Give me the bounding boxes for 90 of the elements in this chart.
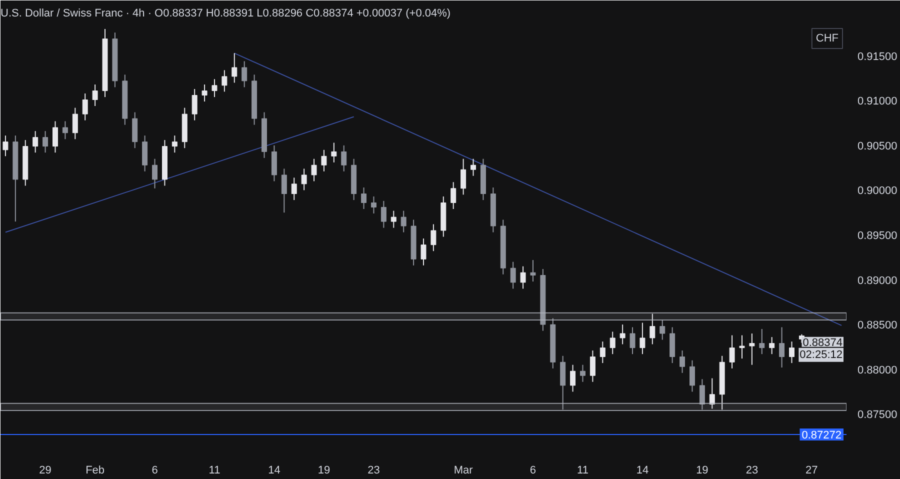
candlestick <box>152 158 158 189</box>
y-tick-label: 0.90000 <box>858 185 898 198</box>
candlestick <box>460 158 466 196</box>
candlestick <box>660 320 666 340</box>
candlestick <box>281 168 287 214</box>
candlestick <box>172 135 178 154</box>
y-tick-label: 0.89500 <box>858 230 898 242</box>
x-tick-label: Feb <box>86 464 105 476</box>
candlestick <box>680 350 686 374</box>
candlestick <box>62 120 68 140</box>
x-tick-label: 23 <box>746 464 758 476</box>
candlestick <box>400 210 406 233</box>
candlestick <box>640 322 646 355</box>
candlestick <box>670 326 676 364</box>
y-tick-label: 0.90500 <box>858 140 898 152</box>
candlestick <box>380 200 386 228</box>
x-tick-label: 6 <box>152 464 158 476</box>
candlestick <box>580 364 586 382</box>
candlestick <box>212 78 218 98</box>
x-tick-label: 29 <box>39 464 52 476</box>
candlestick <box>321 149 327 172</box>
candlestick <box>361 187 367 210</box>
y-tick-label: 0.91500 <box>858 50 898 63</box>
candlestick <box>610 331 616 355</box>
candlestick <box>560 355 566 410</box>
candlestick <box>530 260 536 282</box>
candlestick <box>72 107 78 140</box>
candlestick <box>242 60 248 88</box>
candlestick <box>301 168 307 191</box>
candlestick <box>520 266 526 290</box>
candlestick <box>630 326 636 355</box>
candlestick <box>390 210 396 228</box>
candlestick <box>192 88 198 121</box>
y-tick-label: 0.87500 <box>858 409 898 422</box>
candlestick <box>291 177 297 201</box>
x-tick-label: 27 <box>806 464 818 476</box>
candlestick <box>430 224 436 252</box>
candlestick <box>450 182 456 210</box>
candlestick <box>510 261 516 290</box>
x-tick-label: 19 <box>318 464 330 476</box>
candlestick <box>52 120 58 154</box>
candlestick <box>789 341 794 364</box>
candlestick <box>32 130 38 154</box>
candlestick <box>689 360 695 392</box>
candlestick <box>202 84 208 102</box>
candlestick <box>2 135 8 157</box>
candlestick <box>232 52 238 84</box>
candlestick <box>600 341 606 364</box>
candlestick <box>709 378 715 410</box>
candlestick <box>759 328 765 355</box>
candlestick <box>42 130 48 154</box>
candlestick <box>729 334 735 369</box>
candlestick <box>92 84 98 106</box>
candlestick <box>749 332 755 366</box>
x-tick-label: 6 <box>530 464 536 476</box>
candlestick <box>370 196 376 214</box>
candlestick <box>132 112 138 149</box>
annotation: 02:25:12 <box>800 348 843 361</box>
y-tick-label: 0.88500 <box>858 320 898 332</box>
annotation: CHF <box>816 32 839 44</box>
y-tick-label: 0.88000 <box>858 364 898 376</box>
candlestick <box>470 158 476 176</box>
candlestick <box>699 378 705 410</box>
x-tick-label: 11 <box>208 464 220 476</box>
candlestick <box>769 336 775 355</box>
candlestick <box>331 142 337 163</box>
candlestick <box>739 334 745 360</box>
candlestick <box>341 144 347 172</box>
x-tick-label: 11 <box>577 464 588 476</box>
candlestick <box>570 364 576 392</box>
annotation: 0.88374 <box>802 336 843 349</box>
candlestick <box>420 238 426 266</box>
candlestick <box>222 70 228 92</box>
x-tick-label: 14 <box>268 464 280 476</box>
candlestick <box>142 135 148 172</box>
y-tick-label: 0.91000 <box>858 96 898 108</box>
candlestick <box>779 326 785 368</box>
candlestick <box>650 313 656 345</box>
chart-title: U.S. Dollar / Swiss Franc · 4h · O0.88337 H0.88391 L0.88296 C0.88374 +0.00037 (+0.04%) <box>0 8 451 20</box>
x-tick-label: 19 <box>696 464 708 476</box>
candlestick <box>590 350 596 382</box>
ref-line-label: 0.87272 <box>802 430 842 442</box>
x-tick-label: 23 <box>368 464 380 476</box>
x-tick-label: 14 <box>636 464 649 476</box>
x-tick-label: Mar <box>454 464 474 476</box>
y-tick-label: 0.89000 <box>858 274 898 287</box>
candlestick <box>82 92 88 121</box>
candlestick <box>311 158 317 182</box>
candlestick <box>620 324 626 345</box>
candlestick <box>271 144 277 182</box>
